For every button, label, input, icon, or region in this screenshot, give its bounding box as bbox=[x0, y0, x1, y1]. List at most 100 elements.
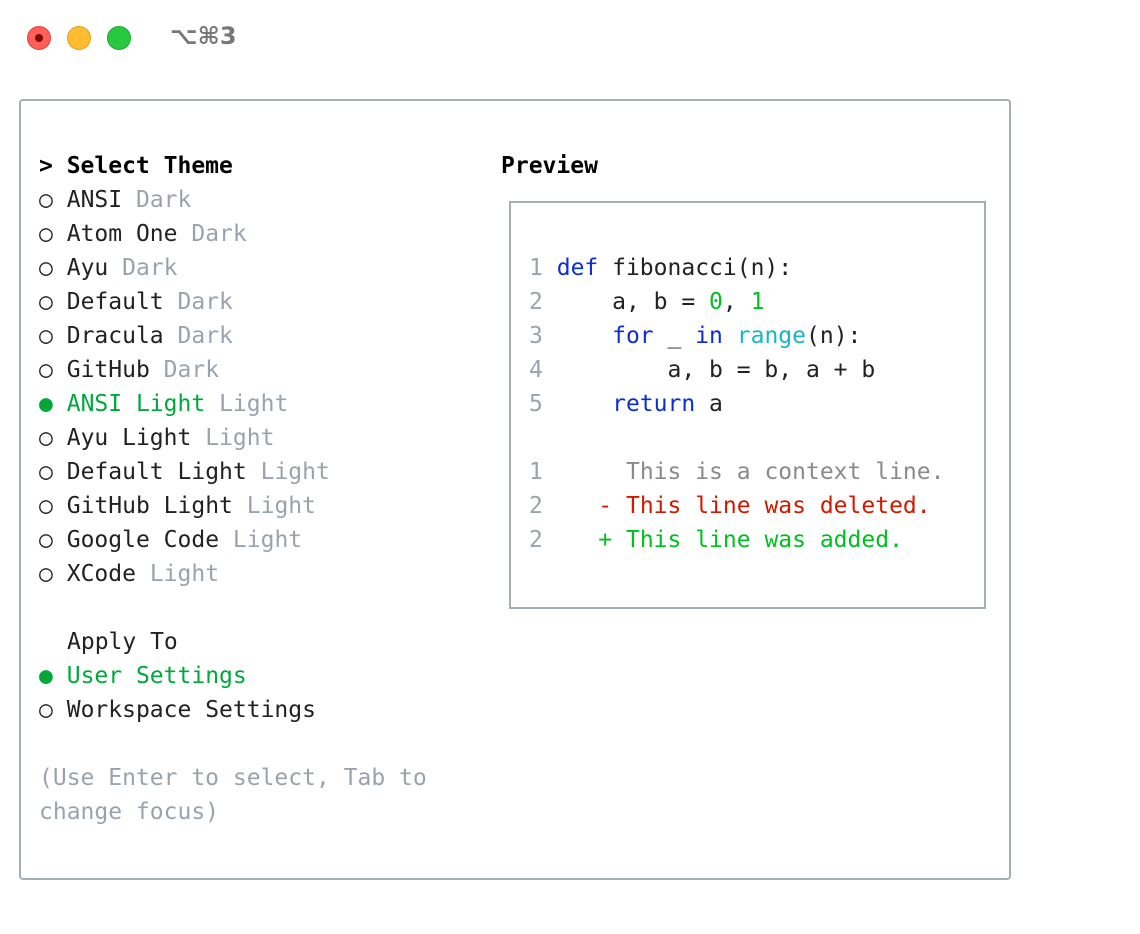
line-number: 5 bbox=[529, 391, 543, 417]
theme-type: Dark bbox=[122, 255, 178, 281]
code-token: a, b = bbox=[556, 289, 710, 315]
theme-type: Light bbox=[205, 425, 275, 451]
code-line: 3 for _ in range(n): bbox=[529, 319, 861, 353]
theme-name: Dracula bbox=[66, 323, 164, 349]
theme-option[interactable]: ○ GitHub Dark bbox=[39, 353, 219, 387]
theme-type: Dark bbox=[163, 357, 220, 383]
code-token: _ bbox=[653, 323, 696, 349]
theme-name: XCode bbox=[66, 561, 136, 587]
diff-text: This is a context line. bbox=[625, 459, 945, 485]
theme-name: Atom One bbox=[66, 221, 178, 247]
line-number: 1 bbox=[529, 459, 543, 485]
code-line: 4 a, b = b, a + b bbox=[529, 353, 875, 387]
theme-option[interactable]: ○ Default Dark bbox=[39, 285, 233, 319]
theme-option[interactable]: ○ Ayu Dark bbox=[39, 251, 178, 285]
theme-name: GitHub bbox=[66, 357, 150, 383]
code-token bbox=[557, 391, 612, 417]
line-number: 4 bbox=[529, 357, 543, 383]
line-number: 2 bbox=[529, 527, 543, 553]
radio-icon: ○ bbox=[39, 221, 53, 247]
theme-type: Light bbox=[246, 493, 316, 519]
minimize-button[interactable] bbox=[67, 26, 91, 50]
theme-option[interactable]: ○ Default Light Light bbox=[39, 455, 330, 489]
theme-type: Light bbox=[260, 459, 330, 485]
code-token: 1 bbox=[750, 289, 765, 315]
radio-icon: ○ bbox=[39, 493, 53, 519]
theme-type: Dark bbox=[177, 323, 233, 349]
code-line: 1 def fibonacci(n): bbox=[529, 251, 792, 285]
apply-to-option[interactable]: ○ Workspace Settings bbox=[39, 693, 316, 727]
diff-prefix: + bbox=[598, 527, 613, 553]
radio-icon: ● bbox=[39, 391, 53, 417]
theme-list-heading: > Select Theme bbox=[39, 153, 233, 179]
radio-icon: ○ bbox=[39, 561, 53, 587]
preview-heading: Preview bbox=[501, 153, 598, 179]
code-token: in bbox=[695, 323, 723, 349]
theme-name: Ayu Light bbox=[66, 425, 192, 451]
radio-icon: ○ bbox=[39, 323, 53, 349]
window-title: ⌥⌘3 bbox=[170, 22, 237, 50]
apply-to-option[interactable]: ● User Settings bbox=[39, 659, 247, 693]
theme-option[interactable]: ○ Dracula Dark bbox=[39, 319, 233, 353]
diff-line: 1 This is a context line. bbox=[529, 455, 944, 489]
diff-prefix: - bbox=[598, 493, 613, 519]
radio-icon: ○ bbox=[39, 459, 53, 485]
apply-to-heading: Apply To bbox=[67, 629, 178, 655]
maximize-button[interactable] bbox=[107, 26, 131, 50]
theme-option[interactable]: ○ Google Code Light bbox=[39, 523, 302, 557]
theme-type: Light bbox=[219, 391, 289, 417]
code-token: (n): bbox=[806, 323, 862, 349]
code-line: 5 return a bbox=[529, 387, 723, 421]
theme-name: ANSI Light bbox=[66, 391, 206, 417]
radio-icon: ○ bbox=[39, 357, 53, 383]
radio-icon: ○ bbox=[39, 697, 53, 723]
code-token: range bbox=[736, 323, 807, 349]
theme-name: GitHub Light bbox=[66, 493, 233, 519]
diff-line: 2 - This line was deleted. bbox=[529, 489, 931, 523]
code-token: 0 bbox=[709, 289, 723, 315]
radio-icon: ○ bbox=[39, 255, 53, 281]
code-token: fibonacci(n): bbox=[598, 255, 793, 281]
theme-name: Google Code bbox=[66, 527, 220, 553]
code-token: return bbox=[612, 391, 696, 417]
line-number: 2 bbox=[529, 493, 543, 519]
code-token: for bbox=[612, 323, 654, 349]
theme-option[interactable]: ○ XCode Light bbox=[39, 557, 219, 591]
line-number: 2 bbox=[529, 289, 543, 315]
diff-text: This line was deleted. bbox=[625, 493, 931, 519]
code-token bbox=[723, 323, 737, 349]
theme-option[interactable]: ○ GitHub Light Light bbox=[39, 489, 316, 523]
theme-name: ANSI bbox=[66, 187, 123, 213]
radio-icon: ● bbox=[39, 663, 53, 689]
theme-option[interactable]: ○ Ayu Light Light bbox=[39, 421, 274, 455]
diff-prefix bbox=[598, 459, 612, 485]
diff-line: 2 + This line was added. bbox=[529, 523, 903, 557]
theme-name: Default bbox=[66, 289, 164, 315]
diff-text: This line was added. bbox=[625, 527, 903, 553]
code-token: a bbox=[695, 391, 723, 417]
theme-type: Dark bbox=[135, 187, 192, 213]
radio-icon: ○ bbox=[39, 187, 53, 213]
radio-icon: ○ bbox=[39, 289, 53, 315]
help-text-1: (Use Enter to select, Tab to bbox=[39, 765, 427, 791]
close-button[interactable] bbox=[27, 26, 51, 50]
code-token: a, b = b, a + b bbox=[556, 357, 876, 383]
theme-type: Light bbox=[232, 527, 303, 553]
line-number: 1 bbox=[529, 255, 543, 281]
apply-to-label: Workspace Settings bbox=[66, 697, 316, 723]
theme-option[interactable]: ○ Atom One Dark bbox=[39, 217, 247, 251]
code-token: , bbox=[722, 289, 751, 315]
theme-name: Default Light bbox=[66, 459, 247, 485]
theme-option[interactable]: ○ ANSI Dark bbox=[39, 183, 191, 217]
theme-option[interactable]: ● ANSI Light Light bbox=[39, 387, 288, 421]
theme-name: Ayu bbox=[66, 255, 109, 281]
theme-type: Light bbox=[149, 561, 220, 587]
preview-box bbox=[509, 201, 986, 609]
line-number: 3 bbox=[529, 323, 543, 349]
radio-icon: ○ bbox=[39, 527, 53, 553]
code-token: def bbox=[556, 255, 599, 281]
theme-type: Dark bbox=[191, 221, 247, 247]
theme-dialog bbox=[19, 99, 1011, 880]
apply-to-label: User Settings bbox=[66, 663, 247, 689]
code-token bbox=[557, 323, 612, 349]
